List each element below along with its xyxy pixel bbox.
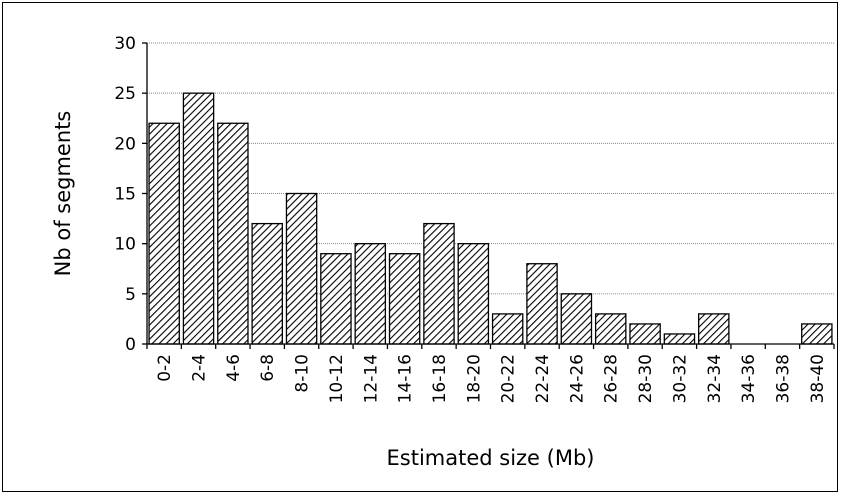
bar [285, 192, 318, 345]
bar [457, 243, 490, 345]
bars [148, 92, 833, 345]
bar [423, 222, 455, 345]
bar [251, 222, 283, 345]
bar [594, 313, 627, 345]
axes [146, 43, 834, 345]
bar [217, 122, 249, 345]
x-tick-label: 0-2 [155, 354, 175, 382]
x-tick-label: 26-28 [602, 354, 622, 403]
y-tick-label: 5 [125, 285, 136, 305]
bar [354, 243, 387, 345]
y-tick-label: 0 [125, 335, 136, 355]
x-tick-label: 6-8 [258, 354, 278, 382]
bar [560, 293, 593, 345]
y-tick-label: 15 [114, 185, 136, 205]
x-axis-title: Estimated size (Mb) [387, 446, 595, 470]
x-tick-label: 16-18 [430, 354, 450, 403]
x-tick-label: 2-4 [190, 354, 210, 382]
bar [320, 253, 352, 345]
x-tick-label: 18-20 [464, 354, 484, 403]
x-tick-label: 32-34 [705, 354, 725, 403]
bar [698, 313, 730, 345]
y-tick-label: 30 [114, 34, 136, 54]
bar [629, 323, 661, 345]
bar [491, 313, 524, 345]
x-tick-label: 8-10 [293, 354, 313, 393]
x-tick-label: 10-12 [327, 354, 347, 403]
bar [148, 122, 180, 345]
x-tick-label: 20-22 [499, 354, 519, 403]
x-tick-label: 4-6 [224, 354, 244, 382]
gridlines [147, 42, 834, 295]
x-tick-label: 30-32 [670, 354, 690, 403]
x-tick-label: 24-26 [567, 354, 587, 403]
x-tick-label: 14-16 [396, 354, 416, 403]
bar [526, 263, 558, 345]
y-axis-ticks: 0 5 10 15 20 25 30 [114, 34, 147, 355]
bar [801, 323, 833, 345]
x-tick-label: 34-36 [739, 354, 759, 403]
bar [663, 333, 696, 345]
x-tick-label: 28-30 [636, 354, 656, 403]
x-tick-label: 36-38 [773, 354, 793, 403]
bar [388, 253, 421, 345]
x-tick-label: 12-14 [361, 354, 381, 403]
y-tick-label: 20 [114, 134, 136, 154]
x-tick-label: 38-40 [808, 354, 828, 403]
y-tick-label: 25 [114, 84, 136, 104]
y-axis-title: Nb of segments [51, 111, 75, 277]
x-tick-label: 22-24 [533, 354, 553, 403]
x-axis-ticks: 0-2 2-4 4-6 6-8 8-10 10-12 12-14 14-16 16-18 18-2… [146, 344, 835, 403]
y-tick-label: 10 [114, 235, 136, 255]
bar [182, 92, 215, 345]
